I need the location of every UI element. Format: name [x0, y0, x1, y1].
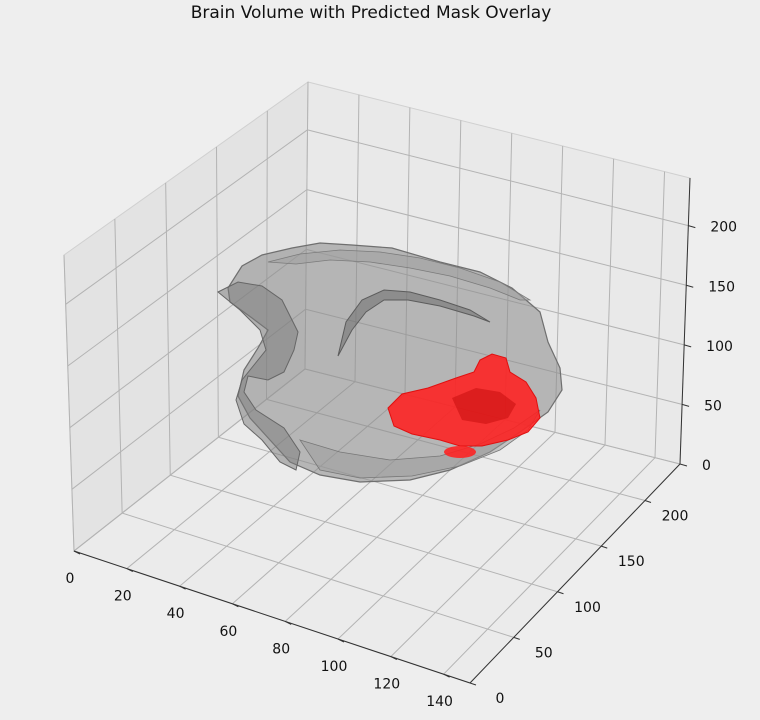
y-tick-label: 200	[662, 509, 689, 525]
mask-lower-lobe	[444, 446, 476, 458]
y-tick-mark	[469, 682, 477, 686]
y-tick-mark	[557, 591, 564, 595]
y-gridline	[121, 512, 514, 638]
x-wall-gridline	[604, 158, 615, 446]
x-tick-label: 0	[66, 571, 75, 587]
y-gridline	[170, 474, 558, 593]
x-tick-label: 100	[321, 659, 348, 675]
z-tick-mark	[686, 284, 694, 288]
predicted-mask	[387, 353, 541, 458]
x-wall-gridline	[654, 171, 666, 458]
axis-lines	[73, 177, 696, 686]
z-axis-line	[679, 177, 691, 465]
y-tick-label: 50	[535, 645, 553, 661]
chart-title: Brain Volume with Predicted Mask Overlay	[191, 3, 552, 23]
z-tick-mark	[688, 225, 696, 229]
z-tick-label: 0	[702, 458, 711, 474]
x-axis-line	[73, 550, 471, 684]
y-tick-mark	[644, 500, 652, 503]
z-tick-label: 50	[704, 398, 722, 414]
brain-rim-left	[217, 281, 301, 471]
x-tick-label: 60	[219, 624, 237, 640]
y-tick-label: 100	[574, 600, 601, 616]
mask-highlight	[452, 388, 516, 424]
y-tick-label: 150	[618, 554, 645, 570]
z-gridline-right	[306, 189, 687, 286]
x-tick-label: 120	[373, 677, 400, 693]
y-tick-mark	[513, 636, 520, 640]
x-tick-label: 40	[167, 606, 185, 622]
z-gridline-left	[67, 189, 308, 367]
x-tick-label: 20	[114, 589, 132, 605]
x-tick-label: 140	[426, 694, 453, 710]
z-gridline-right	[307, 129, 689, 227]
y-tick-label: 0	[496, 691, 505, 707]
z-tick-label: 200	[710, 220, 737, 236]
y-axis-line	[469, 463, 681, 684]
brain-inner-ridge	[337, 289, 491, 357]
z-tick-mark	[684, 344, 692, 348]
z-tick-mark	[679, 463, 688, 467]
z-tick-label: 100	[706, 339, 733, 355]
brain-upper-shell	[267, 249, 532, 301]
x-tick-label: 80	[272, 641, 290, 657]
z-tick-mark	[681, 403, 690, 407]
tick-labels: 0 20 40 60 80 100 120 140 0 50 100 150 200 0 50 100 150 2…	[66, 220, 738, 711]
y-tick-mark	[601, 545, 608, 549]
z-tick-label: 150	[708, 279, 735, 295]
z-gridline-left	[65, 129, 308, 305]
